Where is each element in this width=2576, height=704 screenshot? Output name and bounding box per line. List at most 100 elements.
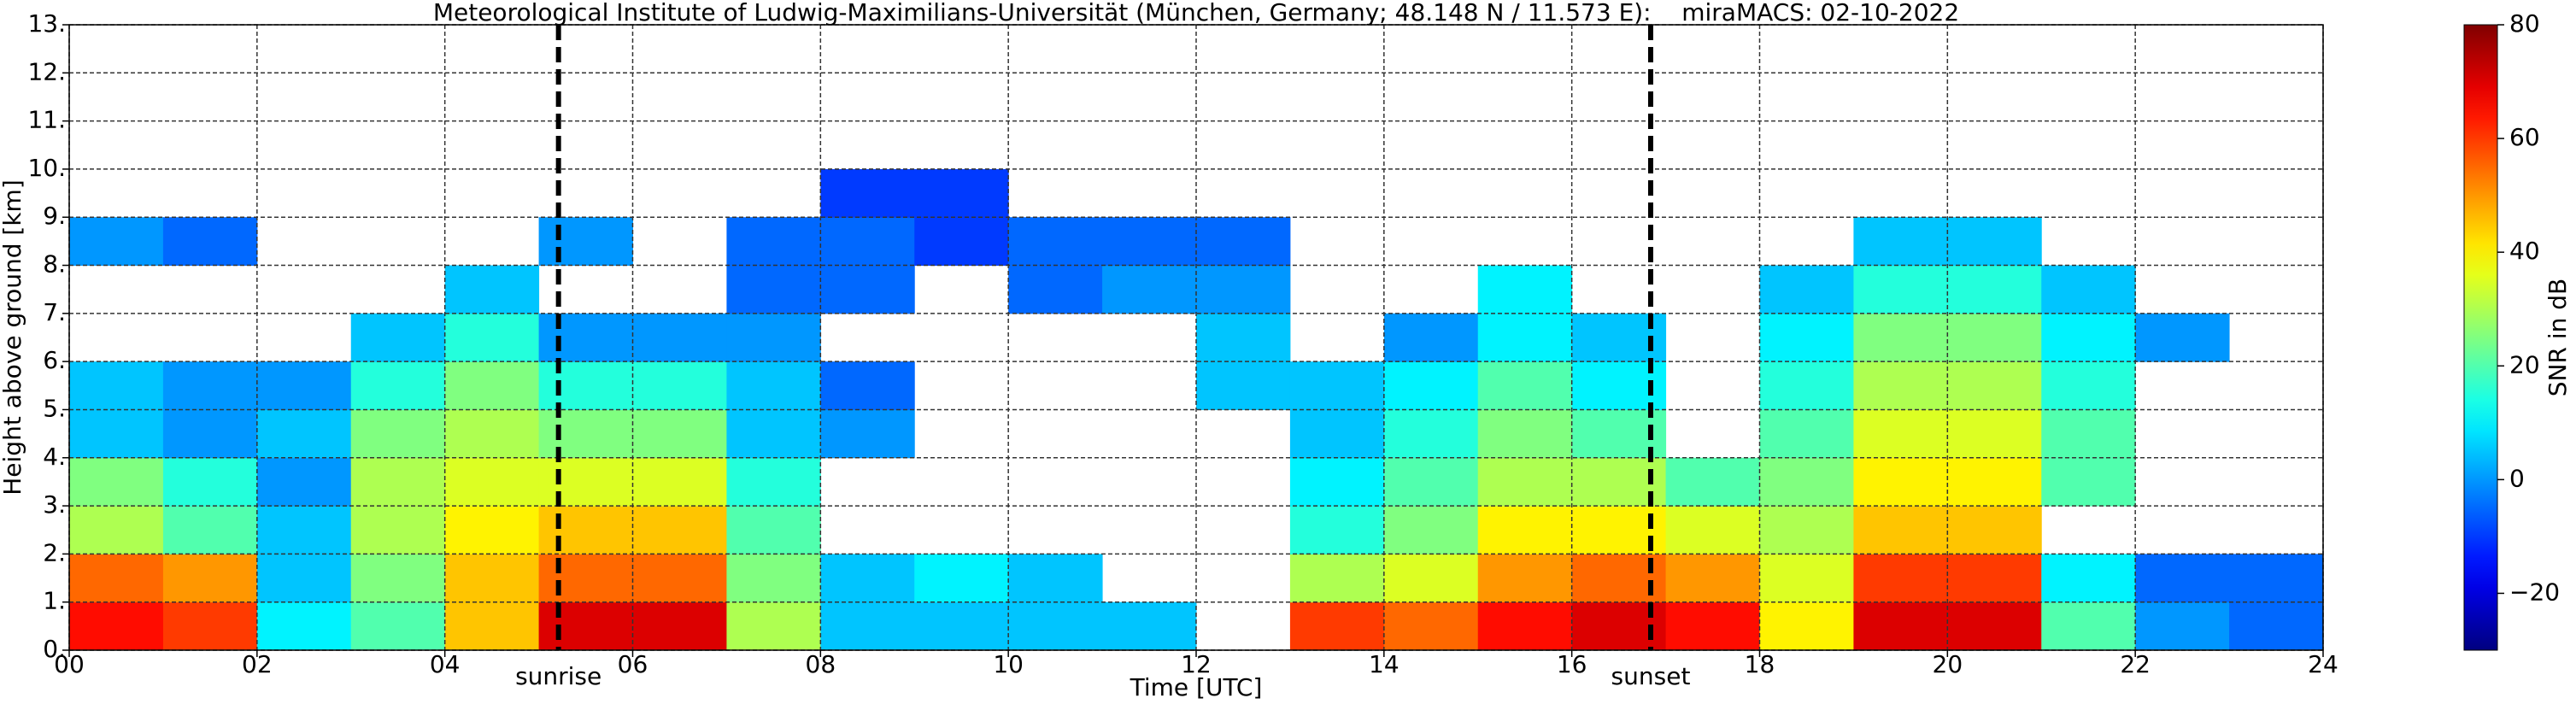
- snr-cell: [1383, 313, 1479, 362]
- event-label: sunset: [1611, 662, 1691, 690]
- snr-cell: [444, 361, 540, 410]
- y-tick-label: 3.: [43, 490, 66, 519]
- snr-cell: [632, 457, 727, 507]
- colorbar: [2464, 25, 2497, 650]
- y-tick-label: 7.: [43, 298, 66, 326]
- snr-cell: [1759, 409, 1854, 459]
- snr-cell: [538, 506, 633, 554]
- snr-cell: [1196, 361, 1291, 410]
- snr-cell: [1853, 409, 1948, 459]
- snr-cell: [538, 409, 633, 459]
- snr-cell: [1289, 361, 1385, 410]
- snr-cell: [820, 554, 915, 603]
- snr-cell: [256, 506, 352, 554]
- snr-cell: [1383, 506, 1479, 554]
- snr-cell: [1947, 554, 2042, 603]
- y-axis-label: Height above ground [km]: [0, 179, 26, 496]
- snr-cell: [632, 601, 727, 651]
- snr-cell: [1947, 265, 2042, 314]
- snr-cell: [632, 313, 727, 362]
- y-tick-label: 6.: [43, 346, 66, 374]
- snr-cell: [69, 217, 164, 267]
- snr-cell: [1853, 265, 1948, 314]
- snr-cell: [1665, 457, 1760, 507]
- snr-cell: [444, 265, 540, 314]
- snr-cell: [444, 554, 540, 603]
- snr-cell: [914, 601, 1009, 651]
- snr-cell: [444, 313, 540, 362]
- x-tick-label: 12: [1181, 650, 1212, 678]
- snr-cell: [1853, 554, 1948, 603]
- plot-frame: [68, 24, 2324, 651]
- snr-cell: [2041, 409, 2136, 459]
- x-tick-label: 16: [1557, 650, 1587, 678]
- colorbar-frame: [2463, 24, 2498, 651]
- snr-cell: [914, 554, 1009, 603]
- snr-cell: [162, 361, 258, 410]
- snr-cell: [1759, 506, 1854, 554]
- snr-cell: [1102, 265, 1197, 314]
- snr-cell: [162, 601, 258, 651]
- y-tick-label: 4.: [43, 443, 66, 471]
- y-tick-label: 9.: [43, 202, 66, 230]
- snr-cell: [162, 457, 258, 507]
- x-tick-label: 04: [430, 650, 461, 678]
- snr-cell: [162, 217, 258, 267]
- snr-cell: [162, 409, 258, 459]
- colorbar-tick-label: 60: [2509, 123, 2540, 151]
- snr-cell: [632, 554, 727, 603]
- snr-cell: [1853, 506, 1948, 554]
- y-tick-label: 10.: [27, 154, 66, 182]
- snr-cell: [1196, 313, 1291, 362]
- snr-cell: [69, 457, 164, 507]
- y-tick-label: 5.: [43, 394, 66, 422]
- snr-cell: [1383, 601, 1479, 651]
- snr-cell: [538, 457, 633, 507]
- snr-cell: [820, 601, 915, 651]
- snr-cell: [1759, 265, 1854, 314]
- snr-cell: [256, 554, 352, 603]
- x-tick-label: 00: [54, 650, 85, 678]
- chart-title: Meteorological Institute of Ludwig-Maxim…: [433, 0, 1959, 26]
- snr-cell: [1008, 265, 1103, 314]
- snr-cell: [2135, 554, 2230, 603]
- snr-cell: [538, 313, 633, 362]
- snr-cell: [538, 217, 633, 267]
- snr-cell: [69, 409, 164, 459]
- snr-cell: [538, 554, 633, 603]
- snr-cell: [2041, 265, 2136, 314]
- snr-cell: [2041, 313, 2136, 362]
- snr-cell: [256, 457, 352, 507]
- snr-cell: [726, 457, 821, 507]
- snr-cell: [2041, 601, 2136, 651]
- snr-cell: [1947, 313, 2042, 362]
- snr-cell: [1477, 506, 1573, 554]
- snr-cell: [726, 409, 821, 459]
- snr-cell: [726, 506, 821, 554]
- snr-cell: [1008, 554, 1103, 603]
- snr-cell: [350, 313, 446, 362]
- snr-cell: [2041, 361, 2136, 410]
- snr-cell: [2229, 601, 2324, 651]
- snr-cell: [69, 601, 164, 651]
- colorbar-label: SNR in dB: [2544, 279, 2572, 396]
- snr-cell: [1477, 313, 1573, 362]
- snr-cell: [2229, 554, 2324, 603]
- snr-cell: [726, 361, 821, 410]
- snr-cell: [350, 506, 446, 554]
- snr-cell: [1477, 361, 1573, 410]
- x-tick-label: 18: [1745, 650, 1775, 678]
- x-tick-label: 20: [1933, 650, 1963, 678]
- snr-cell: [1853, 457, 1948, 507]
- snr-cell: [2135, 313, 2230, 362]
- snr-cell: [444, 409, 540, 459]
- snr-cell: [632, 361, 727, 410]
- snr-cell: [1759, 601, 1854, 651]
- snr-cell: [444, 506, 540, 554]
- snr-cell: [726, 313, 821, 362]
- snr-cell: [1383, 361, 1479, 410]
- snr-cell: [1947, 506, 2042, 554]
- snr-cell: [1665, 506, 1760, 554]
- snr-cell: [1759, 554, 1854, 603]
